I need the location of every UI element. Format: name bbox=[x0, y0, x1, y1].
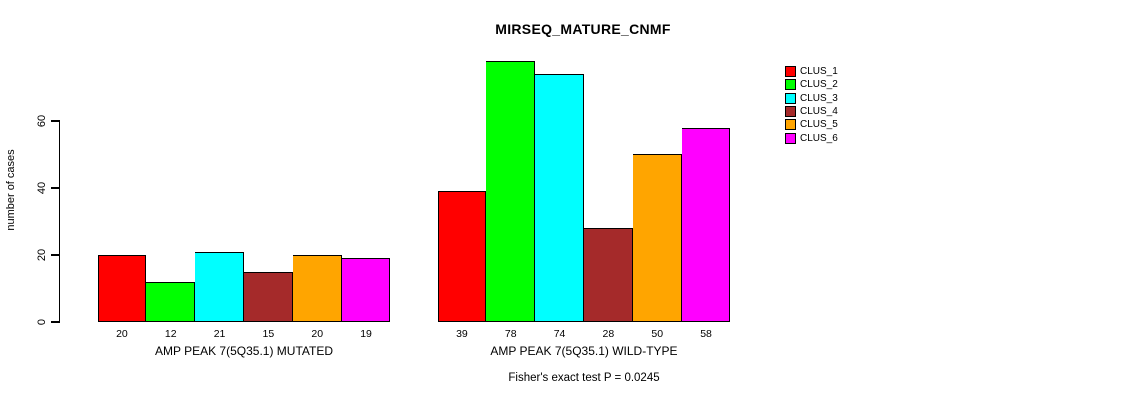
y-tick-mark bbox=[50, 321, 59, 323]
y-axis-label: number of cases bbox=[5, 149, 17, 231]
bar bbox=[97, 254, 147, 322]
legend-swatch bbox=[784, 65, 796, 77]
bar-value-label: 19 bbox=[360, 328, 372, 340]
bar bbox=[681, 127, 731, 322]
bar bbox=[341, 258, 391, 322]
group-label: AMP PEAK 7(5Q35.1) WILD-TYPE bbox=[490, 343, 678, 358]
y-tick-label: 60 bbox=[35, 114, 48, 127]
bar-value-label: 58 bbox=[700, 328, 712, 340]
bar bbox=[583, 228, 633, 322]
y-tick-mark bbox=[50, 120, 59, 122]
y-axis-line bbox=[58, 119, 60, 323]
chart-title: MIRSEQ_MATURE_CNMF bbox=[495, 21, 671, 37]
bar bbox=[243, 271, 293, 322]
group-label: AMP PEAK 7(5Q35.1) MUTATED bbox=[154, 343, 334, 358]
legend-swatch bbox=[784, 92, 796, 104]
legend-swatch bbox=[784, 132, 796, 144]
bar bbox=[146, 281, 196, 322]
y-tick-label: 40 bbox=[35, 181, 48, 195]
bar-value-label: 12 bbox=[164, 328, 177, 340]
y-tick-label: 0 bbox=[35, 318, 48, 326]
bar bbox=[292, 254, 342, 322]
bar-value-label: 39 bbox=[456, 328, 468, 340]
statistical-test-note: Fisher's exact test P = 0.0245 bbox=[508, 372, 660, 384]
bar-value-label: 20 bbox=[116, 328, 128, 340]
legend-swatch bbox=[784, 119, 796, 131]
bar-value-label: 21 bbox=[213, 328, 226, 340]
bar-value-label: 50 bbox=[651, 328, 664, 340]
y-tick-label: 20 bbox=[35, 248, 48, 262]
legend-label: CLUS_1 bbox=[800, 65, 838, 77]
legend-label: CLUS_2 bbox=[800, 79, 838, 91]
y-tick-mark bbox=[50, 187, 59, 189]
legend-label: CLUS_5 bbox=[800, 119, 838, 131]
bar bbox=[632, 154, 682, 322]
bar-value-label: 74 bbox=[553, 328, 566, 340]
legend-label: CLUS_6 bbox=[800, 132, 838, 144]
legend-swatch bbox=[784, 105, 796, 117]
bar bbox=[437, 191, 487, 322]
legend-label: CLUS_3 bbox=[800, 92, 838, 104]
legend-swatch bbox=[784, 79, 796, 91]
bar bbox=[195, 251, 244, 322]
y-tick-mark bbox=[50, 254, 59, 256]
bar-value-label: 28 bbox=[602, 328, 615, 340]
legend-label: CLUS_4 bbox=[800, 105, 838, 117]
bar-value-label: 78 bbox=[504, 328, 517, 340]
bar-value-label: 15 bbox=[262, 328, 275, 340]
bar-value-label: 20 bbox=[311, 328, 324, 340]
bar bbox=[535, 73, 584, 322]
bar bbox=[486, 60, 536, 322]
